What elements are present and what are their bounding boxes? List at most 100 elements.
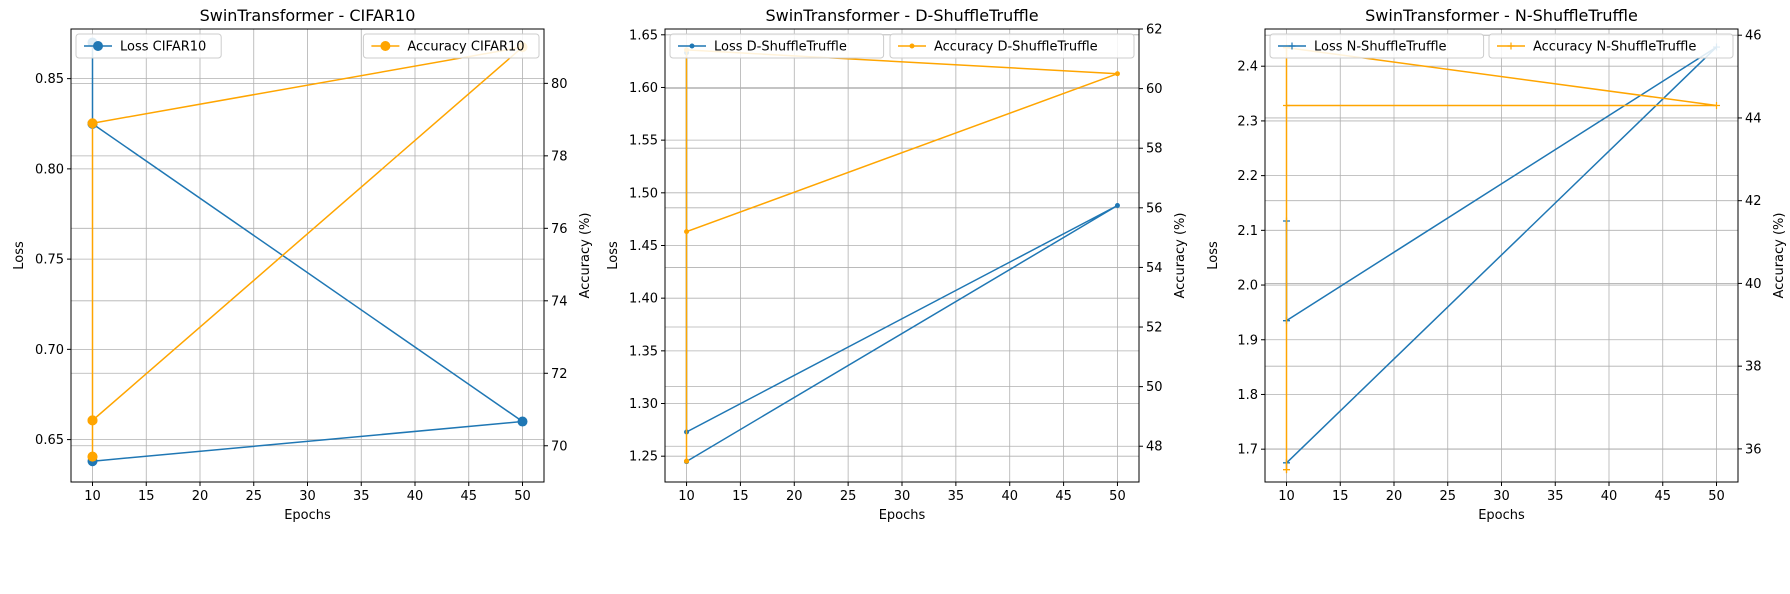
y2-tick-label: 80 <box>551 77 568 92</box>
x-tick-label: 20 <box>1386 489 1403 504</box>
y2-tick-label: 40 <box>1745 277 1762 292</box>
x-tick-label: 45 <box>1055 489 1072 504</box>
y-tick-label: 2.1 <box>1237 224 1258 239</box>
legend-box <box>1488 33 1734 59</box>
data-point <box>517 416 528 427</box>
y2-tick-label: 36 <box>1745 442 1762 457</box>
legend-marker <box>93 41 103 51</box>
x-tick-label: 40 <box>407 489 424 504</box>
legend-loss: Loss N-ShuffleTruffle <box>1269 33 1485 59</box>
x-tick-label: 15 <box>1332 489 1349 504</box>
data-point <box>1713 102 1720 110</box>
legend-label: Loss CIFAR10 <box>120 40 206 55</box>
y-tick-label: 1.55 <box>629 134 658 149</box>
y2-tick-label: 62 <box>1146 23 1163 38</box>
x-tick-label: 10 <box>678 489 695 504</box>
legend-loss: Loss D-ShuffleTruffle <box>669 33 885 59</box>
x-tick-label: 40 <box>1601 489 1618 504</box>
y-axis-label: Loss <box>12 241 27 270</box>
x-tick-label: 20 <box>192 489 209 504</box>
x-axis-label: Epochs <box>1478 508 1525 523</box>
y2-tick-label: 44 <box>1745 111 1762 126</box>
legend-loss: Loss CIFAR10 <box>75 33 222 59</box>
x-tick-label: 25 <box>840 489 857 504</box>
x-tick-label: 50 <box>1708 489 1725 504</box>
y-tick-label: 1.7 <box>1237 443 1258 458</box>
y-tick-label: 0.75 <box>35 253 64 268</box>
x-axis-label: Epochs <box>879 508 926 523</box>
legend-label: Accuracy N-ShuffleTruffle <box>1533 40 1696 55</box>
x-tick-label: 50 <box>1109 489 1126 504</box>
y2-axis-label: Accuracy (%) <box>1772 213 1787 299</box>
data-point <box>87 118 98 129</box>
legend-box <box>889 33 1135 59</box>
y2-tick-label: 76 <box>551 222 568 237</box>
data-point <box>1283 102 1290 110</box>
data-point <box>1114 202 1120 208</box>
subplot-1: 10 15 20 25 30 35 40 45 50 0.65 0.70 0.75 0.80 0.85 70… <box>12 6 593 523</box>
y-tick-label: 1.9 <box>1237 333 1258 348</box>
y2-tick-label: 48 <box>1146 440 1163 455</box>
y-tick-label: 1.25 <box>629 450 658 465</box>
legend-label: Loss N-ShuffleTruffle <box>1314 40 1447 55</box>
legend-accuracy: Accuracy N-ShuffleTruffle <box>1488 33 1734 59</box>
data-point <box>1114 71 1120 77</box>
y2-tick-label: 78 <box>551 149 568 164</box>
x-tick-label: 35 <box>948 489 965 504</box>
y-tick-label: 2.4 <box>1237 60 1258 75</box>
data-point <box>1283 466 1290 474</box>
legend-label: Accuracy D-ShuffleTruffle <box>934 40 1098 55</box>
y-tick-label: 0.65 <box>35 433 64 448</box>
y-tick-label: 1.50 <box>629 186 658 201</box>
y-tick-label: 0.80 <box>35 162 64 177</box>
y2-tick-label: 74 <box>551 294 568 309</box>
y-tick-label: 1.30 <box>629 397 658 412</box>
x-tick-label: 30 <box>1493 489 1510 504</box>
y-axis-label: Loss <box>606 241 621 270</box>
y-tick-label: 2.0 <box>1237 279 1258 294</box>
grid-lines <box>665 28 1139 482</box>
x-tick-label: 35 <box>1547 489 1564 504</box>
series-line <box>91 42 525 462</box>
data-point <box>684 458 690 464</box>
x-tick-label: 20 <box>786 489 803 504</box>
x-tick-label: 25 <box>245 489 262 504</box>
grid-lines <box>1265 29 1738 482</box>
legend-accuracy: Accuracy CIFAR10 <box>362 33 540 59</box>
x-tick-label: 30 <box>894 489 911 504</box>
data-point <box>684 229 690 235</box>
y2-axis-label: Accuracy (%) <box>1173 213 1188 299</box>
legend-marker <box>909 43 915 49</box>
y2-tick-label: 54 <box>1146 261 1163 276</box>
legend-marker <box>1507 42 1515 50</box>
y-axis-label: Loss <box>1206 241 1221 270</box>
legend-box <box>1269 33 1485 59</box>
legend-marker <box>689 43 695 49</box>
y-tick-label: 0.85 <box>35 72 64 87</box>
x-tick-label: 15 <box>732 489 749 504</box>
legend-accuracy: Accuracy D-ShuffleTruffle <box>889 33 1135 59</box>
chart-title: SwinTransformer - CIFAR10 <box>200 6 416 25</box>
legend-marker <box>380 41 391 51</box>
subplot-2: 10 15 20 25 30 35 40 45 50 1.25 1.30 1.35 1.40 1.45 1.… <box>606 6 1188 523</box>
y-tick-label: 1.8 <box>1237 388 1258 403</box>
y2-tick-label: 70 <box>551 439 568 454</box>
chart-title: SwinTransformer - D-ShuffleTruffle <box>765 6 1038 25</box>
y2-tick-label: 72 <box>551 367 568 382</box>
y-tick-label: 2.2 <box>1237 169 1258 184</box>
y-tick-label: 1.45 <box>629 239 658 254</box>
x-tick-label: 25 <box>1439 489 1456 504</box>
legend-box <box>362 33 540 59</box>
y2-tick-label: 46 <box>1745 29 1762 44</box>
y-tick-label: 1.35 <box>629 344 658 359</box>
subplot-3: 10 15 20 25 30 35 40 45 50 1.7 1.8 1.9 2.0 2.1 2.2 2.3 2… <box>1206 6 1787 523</box>
y2-tick-label: 38 <box>1745 360 1762 375</box>
x-tick-label: 10 <box>84 489 101 504</box>
y2-tick-label: 60 <box>1146 82 1163 97</box>
y2-tick-label: 52 <box>1146 321 1163 336</box>
x-tick-label: 45 <box>1654 489 1671 504</box>
y-tick-label: 1.40 <box>629 292 658 307</box>
y-tick-label: 2.3 <box>1237 114 1258 129</box>
y-tick-label: 1.65 <box>629 28 658 43</box>
